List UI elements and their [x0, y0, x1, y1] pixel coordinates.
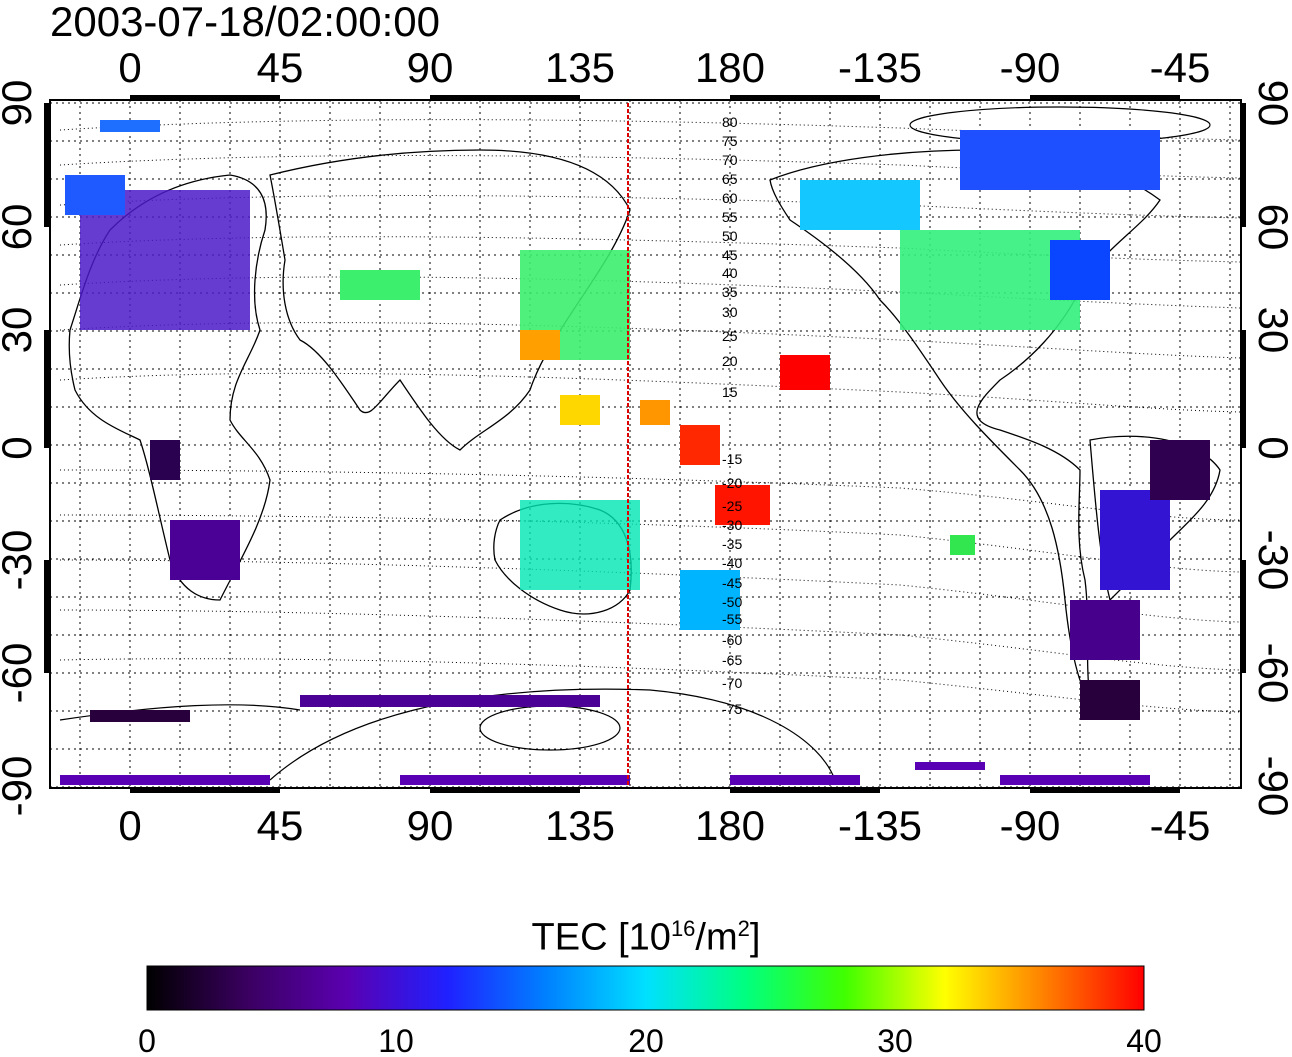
longitude-tick-label: -45	[1150, 802, 1211, 849]
colorbar-tick-label: 0	[138, 1023, 156, 1057]
contour-label: -55	[722, 611, 742, 627]
contour-label: -45	[722, 575, 742, 591]
contour-label: -35	[722, 536, 742, 552]
contour-label: 50	[722, 228, 738, 244]
top-longitude-axis: 0 45 90 135 180 -135 -90 -45	[118, 44, 1210, 91]
latitude-tick-label: 60	[0, 204, 40, 251]
right-latitude-axis: 90 60 30 0 -30 -60 -90	[1250, 80, 1292, 817]
latitude-tick-label: 90	[0, 80, 40, 127]
latitude-tick-label: -60	[1250, 643, 1292, 704]
contour-label: -30	[722, 517, 742, 533]
longitude-tick-label: -90	[1000, 44, 1061, 91]
border-ticks	[44, 95, 1246, 793]
contour-label: 30	[722, 304, 738, 320]
contour-label: 40	[722, 265, 738, 281]
contour-label: -60	[722, 632, 742, 648]
latitude-tick-label: 0	[1250, 436, 1292, 459]
contour-label: -65	[722, 652, 742, 668]
colorbar-title: TEC [1016/m2]	[531, 916, 761, 959]
contour-label: -75	[722, 701, 742, 717]
contour-label: -15	[722, 451, 742, 467]
latitude-tick-label: 0	[0, 436, 40, 459]
longitude-tick-label: 45	[257, 802, 304, 849]
contour-label: 65	[722, 171, 738, 187]
longitude-tick-label: -90	[1000, 802, 1061, 849]
longitude-tick-label: 180	[695, 802, 765, 849]
magnetic-contours	[59, 119, 1241, 713]
contour-label: -70	[722, 675, 742, 691]
latitude-tick-label: 30	[0, 307, 40, 354]
colorbar-tick-label: 30	[877, 1023, 913, 1057]
contour-label: 20	[722, 353, 738, 369]
longitude-tick-label: 135	[545, 802, 615, 849]
colorbar-tick-label: 10	[378, 1023, 414, 1057]
europe-africa-outline	[68, 174, 271, 601]
map-timestamp-title: 2003-07-18/02:00:00	[50, 0, 440, 45]
contour-label: 15	[722, 384, 738, 400]
longitude-tick-label: 90	[407, 44, 454, 91]
americas-outline	[769, 149, 1161, 702]
colorbar-tick-labels: 0 10 20 30 40	[138, 1023, 1162, 1057]
contour-label: -50	[722, 594, 742, 610]
contour-label: 45	[722, 247, 738, 263]
asia-outline	[269, 149, 631, 451]
latitude-tick-label: -90	[1250, 756, 1292, 817]
colorbar-tick-label: 40	[1126, 1023, 1162, 1057]
longitude-tick-label: -135	[838, 44, 922, 91]
tec-data-cells	[60, 120, 1210, 785]
contour-label: 35	[722, 284, 738, 300]
contour-label: -20	[722, 475, 742, 491]
latitude-tick-label: -30	[1250, 530, 1292, 591]
contour-label: 55	[722, 209, 738, 225]
colorbar-tick-label: 20	[628, 1023, 664, 1057]
longitude-tick-label: -135	[838, 802, 922, 849]
contour-labels: 80 75 70 65 60 55 50 45 40 35 30 25 20 15 -15 -20 -25 -30…	[722, 114, 742, 717]
longitude-tick-label: 0	[118, 44, 141, 91]
contour-label: 25	[722, 328, 738, 344]
latitude-tick-label: -30	[0, 530, 40, 591]
colorbar	[146, 965, 1145, 1011]
bottom-longitude-axis: 0 45 90 135 180 -135 -90 -45	[118, 802, 1210, 849]
latitude-tick-label: -60	[0, 643, 40, 704]
longitude-tick-label: 90	[407, 802, 454, 849]
longitude-tick-label: 180	[695, 44, 765, 91]
contour-label: 75	[722, 133, 738, 149]
contour-label: 60	[722, 190, 738, 206]
latitude-tick-label: 30	[1250, 307, 1292, 354]
latitude-tick-label: 60	[1250, 204, 1292, 251]
longitude-tick-label: -45	[1150, 44, 1211, 91]
latitude-tick-label: -90	[0, 756, 40, 817]
longitude-tick-label: 45	[257, 44, 304, 91]
left-latitude-axis: 90 60 30 0 -30 -60 -90	[0, 80, 40, 817]
contour-label: -40	[722, 555, 742, 571]
longitude-tick-label: 135	[545, 44, 615, 91]
contour-label: -25	[722, 498, 742, 514]
contour-label: 70	[722, 152, 738, 168]
latitude-tick-label: 90	[1250, 80, 1292, 127]
contour-label: 80	[722, 114, 738, 130]
longitude-tick-label: 0	[118, 802, 141, 849]
